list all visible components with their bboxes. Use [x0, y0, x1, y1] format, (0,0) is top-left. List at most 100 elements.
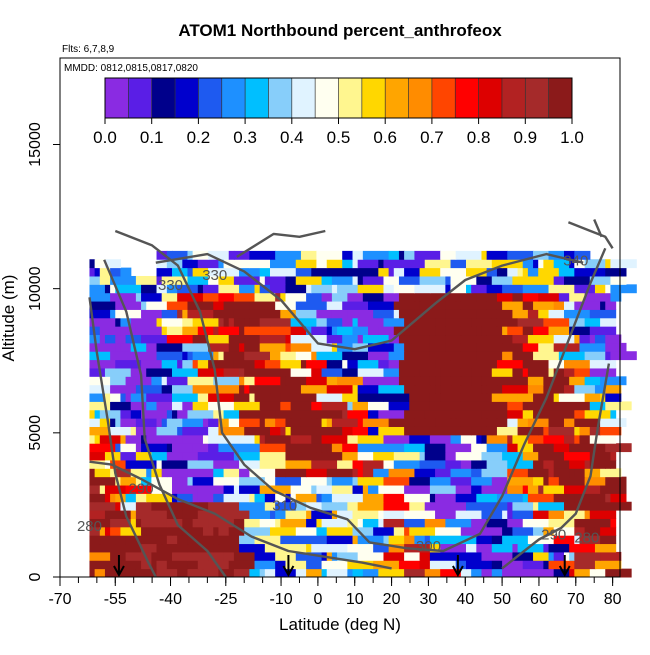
heatmap-cell — [383, 434, 410, 444]
heatmap-cell — [228, 250, 235, 260]
heatmap-cell — [228, 560, 256, 570]
heatmap-cell — [264, 434, 292, 444]
heatmap-cell — [141, 443, 168, 453]
heatmap-cell — [192, 317, 220, 327]
heatmap-cell — [352, 568, 364, 578]
heatmap-cell — [172, 485, 199, 494]
heatmap-cell — [368, 326, 379, 336]
heatmap-cell — [445, 326, 462, 336]
heatmap-cell — [151, 459, 158, 469]
heatmap-cell — [553, 259, 570, 269]
heatmap-cell — [522, 451, 539, 461]
heatmap-cell — [378, 443, 405, 453]
heatmap-cell — [187, 535, 214, 545]
heatmap-cell — [337, 376, 364, 386]
heatmap-cell — [424, 501, 452, 511]
heatmap-cell — [558, 393, 586, 402]
heatmap-cell — [89, 518, 111, 528]
heatmap-cell — [357, 334, 364, 344]
heatmap-cell — [393, 342, 405, 352]
heatmap-cell — [569, 376, 586, 386]
heatmap-cell — [89, 526, 101, 536]
y-axis: 0 5000 10000 15000 — [27, 122, 60, 581]
heatmap-cell — [419, 367, 441, 377]
heatmap-cell — [491, 275, 514, 285]
heatmap-cell — [239, 326, 245, 336]
heatmap-cell — [166, 518, 178, 528]
heatmap-cell — [429, 543, 441, 553]
heatmap-cell — [512, 434, 529, 444]
heatmap-cell — [166, 451, 183, 461]
heatmap-cell — [233, 317, 245, 327]
contour-label: 290 — [541, 527, 566, 544]
heatmap-cell — [295, 493, 318, 503]
heatmap-cell — [115, 342, 122, 352]
heatmap-cell — [166, 418, 183, 427]
heatmap-cell — [135, 476, 142, 486]
colorbar-swatch — [338, 78, 363, 118]
heatmap-cell — [213, 326, 220, 336]
heatmap-cell — [424, 443, 446, 453]
heatmap-cell — [228, 526, 245, 536]
heatmap-cell — [404, 351, 416, 361]
heatmap-cell — [362, 459, 385, 469]
heatmap-cell — [486, 409, 498, 419]
heatmap-cell — [161, 376, 168, 386]
heatmap-cell — [373, 468, 390, 478]
heatmap-cell — [177, 501, 183, 511]
heatmap-cell — [393, 309, 400, 319]
heatmap-cell — [435, 384, 441, 394]
heatmap-cell — [249, 393, 256, 402]
heatmap-cell — [481, 250, 488, 260]
heatmap-cell — [368, 342, 395, 352]
heatmap-cell — [440, 543, 467, 553]
heatmap-cell — [295, 267, 312, 277]
heatmap-cell — [429, 476, 452, 486]
heatmap-cell — [352, 250, 364, 260]
heatmap-cell — [166, 510, 183, 519]
heatmap-cell — [368, 351, 390, 361]
heatmap-cell — [208, 418, 220, 427]
heatmap-cell — [249, 301, 256, 310]
heatmap-cell — [605, 493, 612, 503]
heatmap-cell — [135, 510, 158, 519]
heatmap-cell — [172, 393, 199, 402]
heatmap-cell — [166, 560, 189, 570]
heatmap-cell — [254, 292, 276, 302]
heatmap-cell — [295, 526, 318, 536]
heatmap-cell — [311, 434, 323, 444]
heatmap-cell — [130, 342, 147, 352]
heatmap-cell — [610, 459, 617, 469]
heatmap-cell — [466, 309, 477, 319]
heatmap-cell — [135, 418, 158, 427]
contour-line — [236, 229, 326, 258]
x-tick-label: 0 — [313, 591, 322, 608]
contour-lines — [88, 219, 614, 578]
heatmap-cell — [362, 275, 385, 285]
heatmap-cell — [476, 535, 493, 545]
heatmap-cell — [275, 560, 287, 570]
heatmap-cell — [177, 359, 183, 369]
heatmap-cell — [368, 401, 390, 411]
heatmap-cell — [419, 551, 431, 561]
heatmap-cell — [419, 275, 446, 285]
heatmap-cell — [481, 376, 498, 386]
heatmap-cell — [584, 409, 612, 419]
heatmap-cell — [342, 351, 369, 361]
heatmap-cell — [146, 468, 152, 478]
heatmap-cell — [290, 426, 318, 436]
x-tick-label: -10 — [269, 591, 292, 608]
colorbar-tick-label: 0.4 — [280, 128, 304, 147]
heatmap-cell — [435, 326, 446, 336]
heatmap-cell — [89, 342, 96, 352]
heatmap-cell — [146, 493, 173, 503]
heatmap-cell — [280, 535, 307, 545]
heatmap-cell — [512, 367, 524, 377]
heatmap-cell — [594, 284, 606, 294]
sounding-marker-head — [113, 565, 125, 578]
contour-line — [369, 247, 607, 553]
heatmap-cell — [280, 426, 287, 436]
heatmap-cell — [414, 535, 426, 545]
heatmap-cell — [197, 510, 225, 519]
colorbar-swatch — [291, 78, 316, 118]
